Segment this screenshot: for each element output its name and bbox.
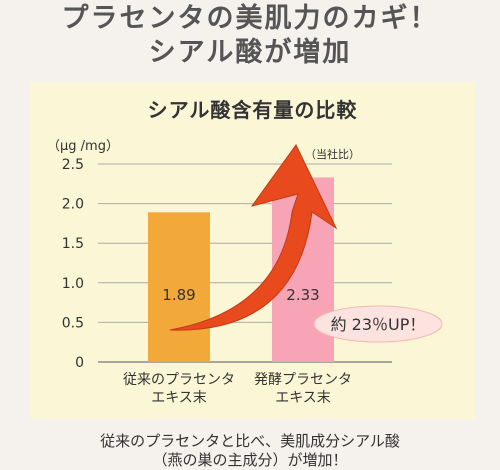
headline-line-2: シアル酸が増加 bbox=[148, 37, 352, 68]
footer-caption-line-1: 従来のプラセンタと比べ、美肌成分シアル酸 bbox=[100, 432, 400, 450]
y-tick-label: 2.0 bbox=[62, 197, 84, 213]
comparison-note: （当社比） bbox=[305, 148, 360, 161]
y-tick-label: 0.5 bbox=[62, 315, 84, 331]
chart-panel bbox=[30, 82, 475, 419]
category-label: 発酵プラセンタ bbox=[254, 372, 352, 388]
increase-badge-text: 約 23％UP！ bbox=[331, 315, 426, 334]
increase-badge bbox=[313, 305, 443, 343]
category-label: エキス末 bbox=[275, 390, 331, 406]
y-tick-label: 1.5 bbox=[62, 236, 84, 252]
headline-line-1: プラセンタの美肌力のカギ！ bbox=[61, 3, 439, 34]
bar bbox=[148, 212, 210, 362]
increase-arrow bbox=[169, 144, 338, 331]
bar-value-label: 2.33 bbox=[286, 286, 319, 304]
chart-title: シアル酸含有量の比較 bbox=[147, 98, 358, 122]
y-axis-unit-label: （μg /mg） bbox=[47, 139, 119, 154]
y-tick-label: 2.5 bbox=[62, 157, 84, 173]
category-label: 従来のプラセンタ bbox=[123, 372, 235, 388]
footer-caption-line-2: （燕の巣の主成分）が増加！ bbox=[152, 451, 348, 469]
y-tick-label: 0 bbox=[75, 355, 84, 371]
y-tick-label: 1.0 bbox=[62, 276, 84, 292]
bar-value-label: 1.89 bbox=[162, 286, 195, 304]
category-label: エキス末 bbox=[151, 390, 207, 406]
